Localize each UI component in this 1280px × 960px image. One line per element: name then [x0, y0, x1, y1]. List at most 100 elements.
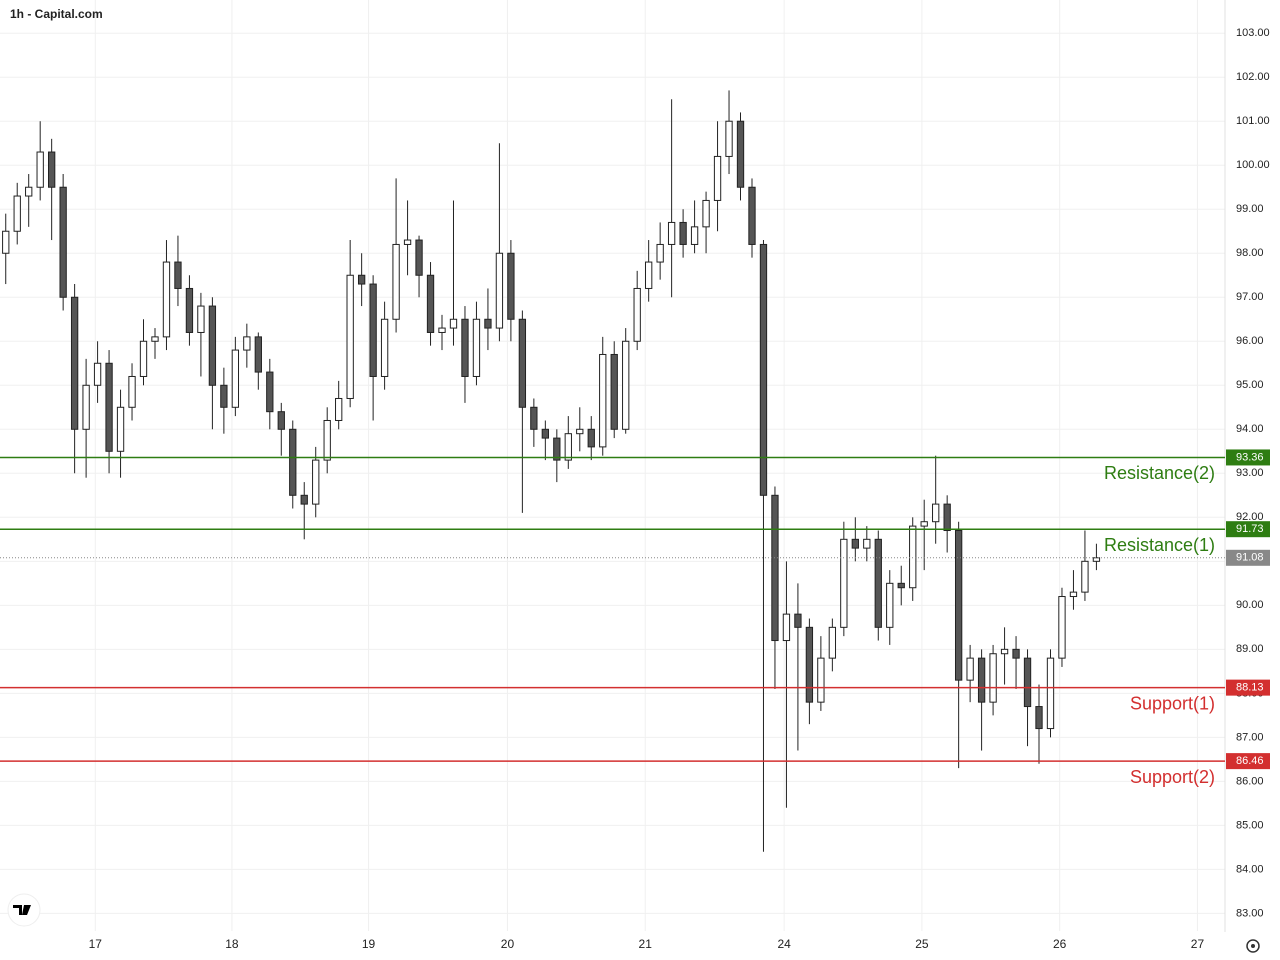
y-tick-label: 100.00	[1236, 159, 1270, 171]
x-tick-label: 26	[1053, 937, 1067, 951]
y-tick-label: 84.00	[1236, 863, 1264, 875]
candle-body	[151, 336, 159, 342]
candle-body	[392, 243, 400, 320]
level-name: Resistance(1)	[1104, 535, 1215, 555]
candle-body	[335, 397, 343, 421]
y-tick-label: 86.00	[1236, 775, 1264, 787]
candle-body	[208, 305, 217, 386]
candle-body	[645, 261, 653, 289]
y-tick-label: 93.00	[1236, 467, 1264, 479]
candle-body	[323, 419, 331, 461]
last-price-tag	[1226, 549, 1270, 566]
level-price-label: 88.13	[1236, 682, 1264, 694]
candle-body	[656, 243, 664, 263]
candle-body	[231, 349, 240, 408]
y-tick-label: 102.00	[1236, 71, 1270, 83]
candle-body	[2, 230, 10, 254]
candle-body	[828, 626, 837, 659]
y-tick-label: 99.00	[1236, 203, 1264, 215]
candle-body	[93, 362, 102, 386]
tv-logo[interactable]	[7, 893, 41, 927]
candle-body	[472, 318, 481, 377]
candle-body	[622, 340, 630, 430]
candle-body	[197, 305, 205, 333]
candle-body	[254, 336, 262, 373]
candle-body	[1069, 591, 1078, 598]
candle-body	[564, 433, 572, 461]
candle-body	[932, 503, 940, 523]
level-price-label: 93.36	[1236, 451, 1264, 463]
candle-body	[702, 199, 710, 228]
candle-body	[25, 186, 33, 197]
candle-body	[736, 120, 745, 188]
candle-body	[679, 221, 687, 245]
candle-body	[966, 657, 974, 681]
candle-body	[438, 327, 446, 333]
candle-body	[105, 362, 113, 452]
settings-gear[interactable]	[1246, 939, 1260, 953]
candle-body	[369, 283, 377, 377]
y-tick-label: 85.00	[1236, 819, 1264, 831]
candle-body	[954, 530, 963, 681]
y-tick-label: 103.00	[1236, 27, 1270, 39]
candle-body	[1046, 657, 1055, 730]
candle-body	[426, 274, 435, 333]
candle-body	[518, 318, 527, 408]
y-tick-label: 94.00	[1236, 423, 1264, 435]
candle-body	[380, 318, 389, 377]
candle-body	[541, 428, 549, 439]
candle-body	[82, 384, 90, 430]
candle-body	[553, 437, 561, 461]
candle-body	[576, 428, 584, 435]
x-tick-label: 21	[639, 937, 653, 951]
candle-body	[977, 657, 986, 703]
y-tick-label: 98.00	[1236, 247, 1264, 259]
candle-body	[415, 239, 423, 276]
candle-body	[943, 503, 951, 532]
level-tag	[1226, 449, 1270, 466]
candle-body	[312, 459, 320, 505]
candle-body	[748, 186, 756, 245]
candle-body	[403, 239, 412, 245]
candle-body	[484, 318, 492, 329]
candle-body	[461, 318, 469, 377]
y-tick-label: 95.00	[1236, 379, 1264, 391]
y-tick-label: 97.00	[1236, 291, 1264, 303]
candle-body	[920, 521, 928, 527]
candle-body	[633, 287, 641, 342]
candle-body	[667, 221, 676, 245]
level-price-label: 86.46	[1236, 755, 1264, 767]
candle-body	[599, 353, 607, 448]
x-tick-label: 18	[225, 937, 239, 951]
candle-body	[507, 252, 515, 320]
candle-body	[162, 261, 171, 338]
candle-body	[805, 626, 814, 703]
candles	[2, 90, 1101, 852]
candle-body	[817, 657, 825, 703]
candle-body	[1012, 648, 1020, 659]
level-tag	[1226, 753, 1270, 770]
candle-body	[357, 274, 366, 285]
candle-body	[886, 582, 894, 628]
candle-body	[840, 538, 848, 628]
candle-body	[185, 287, 194, 333]
candle-body	[863, 538, 871, 549]
candle-body	[449, 318, 458, 329]
candle-body	[13, 195, 21, 232]
level-name: Support(1)	[1130, 693, 1215, 713]
candle-body	[59, 186, 67, 298]
candle-body	[70, 296, 79, 430]
y-tick-label: 89.00	[1236, 643, 1264, 655]
level-name: Support(2)	[1130, 767, 1215, 787]
candle-body	[243, 336, 251, 351]
y-tick-label: 96.00	[1236, 335, 1264, 347]
candle-body	[897, 582, 905, 589]
y-tick-label: 87.00	[1236, 731, 1264, 743]
candle-body	[725, 120, 733, 157]
candle-body	[36, 151, 44, 188]
x-tick-label: 19	[362, 937, 376, 951]
candle-body	[530, 406, 538, 430]
x-tick-label: 20	[501, 937, 515, 951]
y-tick-label: 90.00	[1236, 599, 1264, 611]
